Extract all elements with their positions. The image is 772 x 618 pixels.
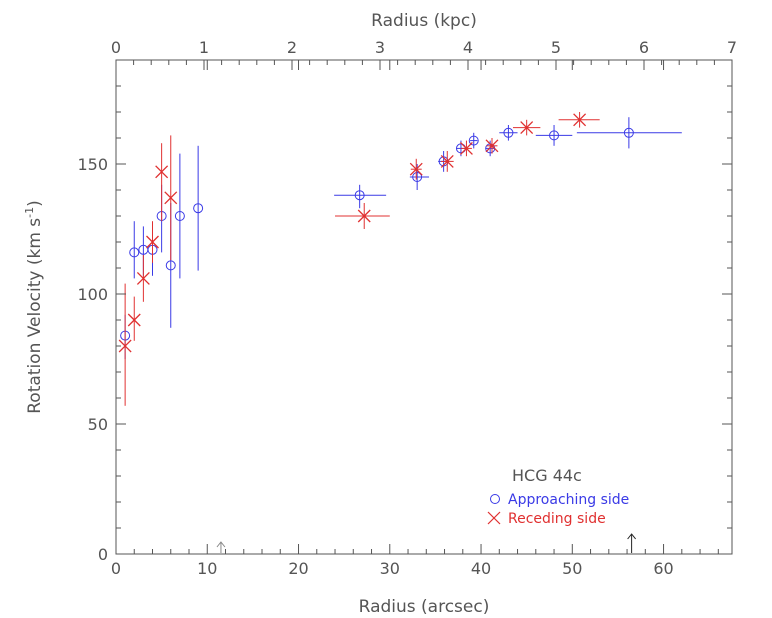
data-point [146, 221, 159, 263]
x2-tick-label: 2 [287, 38, 297, 57]
data-point [409, 158, 423, 180]
x2-tick-label: 1 [199, 38, 209, 57]
data-point [127, 296, 141, 341]
cross-marker [155, 165, 169, 179]
chart-title: HCG 44c [512, 466, 582, 485]
circle-marker [174, 211, 185, 221]
legend-receding-marker [487, 511, 501, 525]
x-tick-label: 60 [653, 559, 673, 578]
plot-frame [115, 59, 733, 555]
data-point [129, 221, 140, 279]
legend-approaching-marker [490, 494, 500, 504]
cross-marker [164, 191, 178, 205]
x-axis-marker-arrow [216, 541, 226, 553]
circle-marker [549, 130, 560, 141]
x-tick-label: 10 [197, 559, 217, 578]
y-tick-label: 100 [77, 285, 108, 304]
cross-marker [573, 113, 587, 127]
x2-tick-label: 7 [727, 38, 737, 57]
circle-marker [193, 203, 204, 214]
cross-marker [459, 141, 473, 155]
x-tick-label: 30 [380, 559, 400, 578]
legend-approaching-label: Approaching side [508, 492, 629, 508]
cross-marker [357, 209, 371, 223]
cross-marker [485, 139, 499, 153]
cross-marker [118, 339, 132, 353]
cross-marker [520, 121, 534, 135]
series-approaching [120, 117, 682, 359]
x2-tick-label: 6 [639, 38, 649, 57]
circle-marker [354, 190, 365, 201]
x2-tick-label: 5 [551, 38, 561, 57]
legend: Approaching side Receding side [487, 492, 629, 527]
x2-tick-label: 3 [375, 38, 385, 57]
x-axis-label: Radius (arcsec) [359, 597, 490, 617]
data-point [459, 140, 473, 157]
circle-marker [503, 127, 514, 138]
x-tick-label: 0 [111, 559, 121, 578]
data-point [440, 151, 454, 172]
x-axis-marker-arrow [627, 533, 637, 553]
data-point [409, 164, 430, 190]
data-point [558, 112, 600, 128]
data-point [576, 117, 682, 149]
y-tick-label: 150 [77, 155, 108, 174]
cross-marker [440, 154, 454, 168]
circle-marker [623, 127, 634, 138]
data-point [164, 135, 178, 261]
y-tick-label: 50 [88, 415, 108, 434]
cross-marker [146, 235, 159, 249]
data-point [118, 283, 132, 406]
circle-marker [468, 135, 479, 146]
data-point [334, 184, 387, 209]
x-tick-label: 40 [471, 559, 491, 578]
data-point [468, 132, 479, 149]
data-point [335, 203, 390, 229]
x2-tick-label: 4 [463, 38, 473, 57]
x2-tick-label: 0 [111, 38, 121, 57]
data-point [193, 145, 204, 271]
x-tick-label: 20 [288, 559, 308, 578]
circle-marker [165, 260, 176, 271]
y-tick-label: 0 [98, 545, 108, 564]
data-point [174, 153, 185, 279]
cross-marker [136, 271, 150, 285]
circle-marker [412, 172, 423, 182]
data-point [136, 255, 150, 302]
cross-marker [409, 162, 423, 176]
data-point [499, 125, 518, 141]
y-axis-label: Rotation Velocity (km s-1) [23, 200, 45, 414]
series-receding [118, 112, 600, 406]
cross-marker [127, 313, 141, 327]
data-point [155, 143, 169, 222]
legend-receding-label: Receding side [508, 511, 606, 527]
data-point [512, 119, 541, 136]
data-point [485, 138, 499, 154]
x-tick-label: 50 [562, 559, 582, 578]
circle-marker [129, 247, 140, 258]
x2-axis-label: Radius (kpc) [371, 11, 477, 31]
data-point [535, 125, 573, 146]
